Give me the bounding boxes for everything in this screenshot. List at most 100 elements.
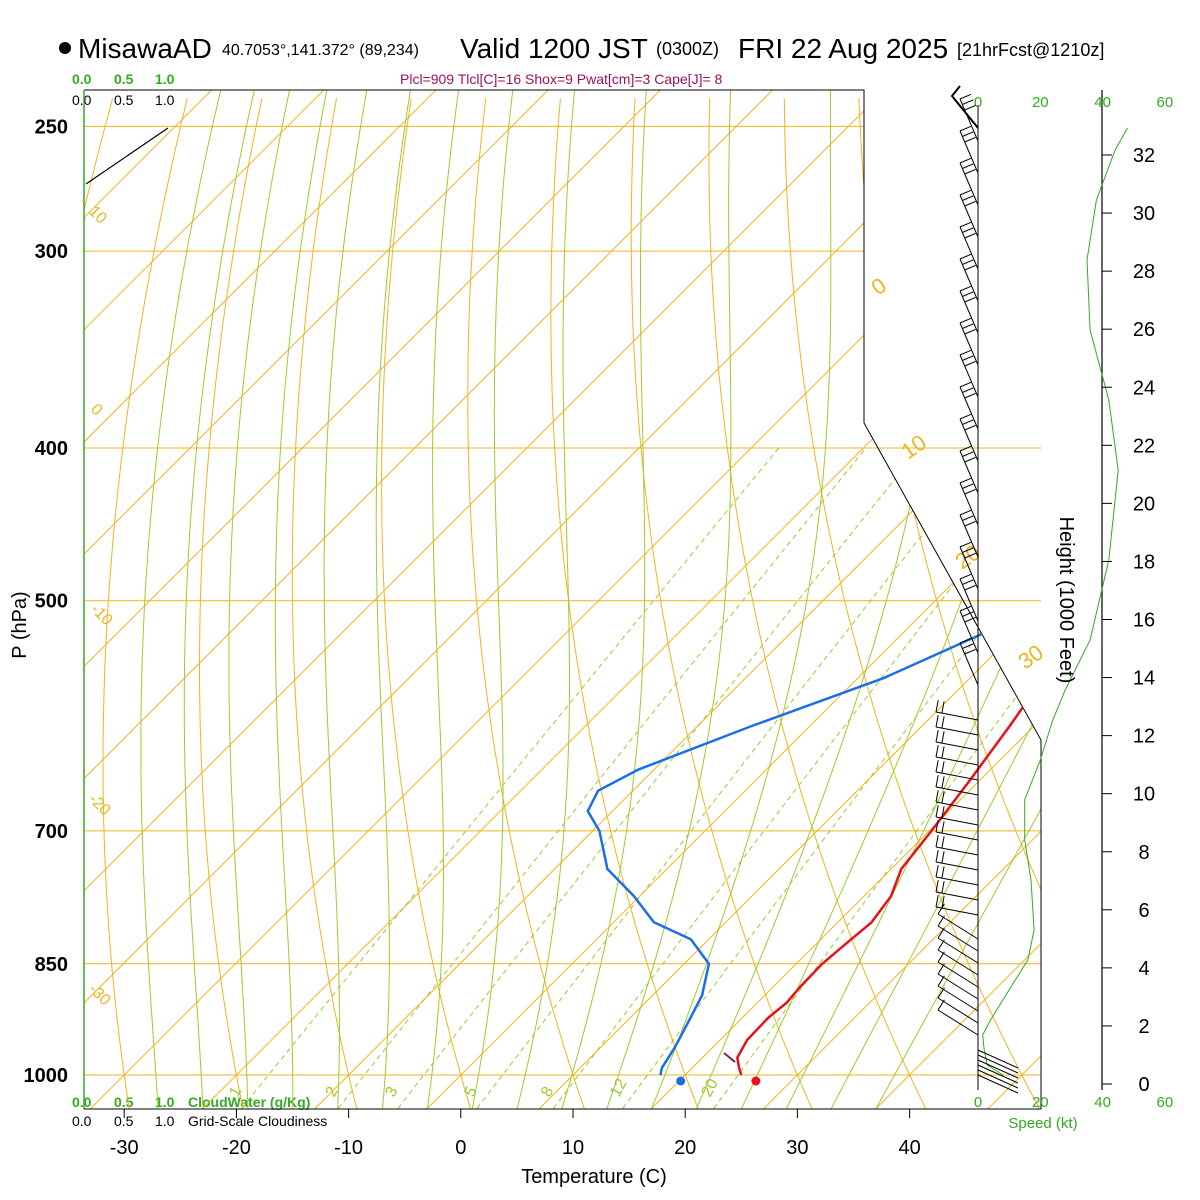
speed-tick-top: 0: [974, 94, 982, 111]
station-name: MisawaAD: [78, 33, 212, 64]
cloud-water-label: CloudWater (g/Kg): [188, 1094, 310, 1110]
mixing-ratio-line: [622, 447, 1041, 1109]
wind-barb: [950, 85, 979, 129]
isotherm-line: [84, 90, 661, 1109]
isotherm-line: [84, 90, 549, 1109]
right-axis-title: Height (1000 Feet): [1055, 517, 1077, 684]
station-coords: 40.7053°,141.372° (89,234): [222, 42, 419, 59]
wind-barb: [959, 381, 979, 430]
dry-adiabat-label: 30: [1014, 640, 1048, 675]
wind-barb: [959, 349, 979, 398]
mixing-ratio-label: 12: [607, 1076, 630, 1100]
dry-adiabat-label: 0: [867, 273, 891, 301]
dry-adiabat-line: [783, 98, 1040, 1109]
wind-barb: [935, 820, 979, 841]
wind-barb: [935, 715, 979, 736]
dry-adiabat-line: [467, 98, 585, 1109]
speed-tick-bottom: 20: [1032, 1094, 1049, 1111]
mixing-ratio-line: [476, 447, 992, 1109]
moist-adiabat-line: [741, 90, 1041, 1109]
cloud-green-0: 0.0: [72, 71, 92, 87]
height-tick-label: 20: [1133, 493, 1155, 515]
valid-time: Valid 1200 JST: [460, 33, 648, 64]
wind-barb: [937, 975, 979, 1012]
moist-adiabat-line: [375, 90, 432, 1109]
sounding-profiles: [586, 178, 1041, 1086]
temperature-line: [736, 178, 1041, 1076]
moist-adiabat-line: [561, 90, 657, 1109]
station-marker-icon: [59, 42, 71, 54]
mixing-ratio-line: [397, 447, 921, 1109]
wind-barb: [935, 895, 979, 916]
dry-adiabat-line: [550, 98, 699, 1109]
wind-barb: [977, 1064, 1019, 1084]
dry-adiabat-line: [1007, 98, 1041, 1109]
cloud-profile-line: [85, 127, 169, 185]
wind-barb: [959, 253, 979, 302]
isotherm-label: -20: [85, 791, 113, 819]
moist-adiabat-line: [651, 90, 834, 1109]
moist-adiabat-line: [516, 90, 589, 1109]
isotherm-line: [314, 90, 1041, 1109]
cloud-scale-top: 0.0 0.5 1.0 0.0 0.5 1.0: [72, 71, 175, 108]
speed-tick-top: 40: [1094, 94, 1111, 111]
height-tick-label: 8: [1138, 842, 1149, 864]
wind-barb: [935, 745, 979, 766]
height-tick-label: 10: [1133, 784, 1155, 806]
speed-tick-bottom: 0: [974, 1094, 982, 1111]
wind-barb: [959, 509, 979, 558]
wind-barb: [977, 1069, 1019, 1089]
mixing-ratio-label: 20: [698, 1076, 721, 1100]
parcel-segment: [723, 1052, 736, 1063]
height-tick-label: 6: [1138, 900, 1149, 922]
height-tick-label: 22: [1133, 435, 1155, 457]
moist-adiabat-line: [140, 90, 251, 1109]
moist-adiabat-line: [274, 90, 353, 1109]
cloud-green-bottom-0: 0.0: [72, 1094, 92, 1110]
wind-barb: [959, 541, 979, 590]
wind-barb: [937, 999, 979, 1036]
wind-barb: [935, 730, 979, 751]
height-tick-label: 0: [1138, 1074, 1149, 1096]
pressure-label-400: 400: [35, 438, 68, 460]
dry-adiabat-line: [199, 98, 263, 1109]
dry-adiabat-line: [1158, 99, 1200, 1109]
cloud-green-1: 0.5: [114, 71, 134, 87]
wind-barb: [959, 189, 979, 238]
moist-adiabat-line: [606, 90, 738, 1109]
height-tick-label: 14: [1133, 668, 1155, 690]
speed-tick-bottom: 60: [1157, 1094, 1174, 1111]
wind-barb: [935, 775, 979, 796]
isotherm-line: [84, 90, 325, 1109]
moist-adiabat-line: [426, 90, 478, 1109]
wind-barb: [959, 413, 979, 462]
indices-line: Plcl=909 Tlcl[C]=16 Shox=9 Pwat[cm]=3 Ca…: [400, 71, 723, 87]
mixing-ratio-label: 8: [538, 1084, 557, 1100]
wind-barb: [935, 835, 979, 856]
wind-barb: [977, 1054, 1019, 1074]
wind-barb: [937, 903, 979, 940]
isotherm-line: [84, 90, 212, 1109]
moist-adiabat-line: [183, 90, 283, 1109]
mixing-ratio-line: [337, 447, 867, 1109]
isotherm-line: [426, 90, 1041, 1109]
moist-adiabat-line: [875, 90, 1041, 1109]
wind-barb: [977, 1059, 1019, 1079]
zulu-time: (0300Z): [656, 39, 719, 59]
surface-temperature-marker: [751, 1076, 761, 1086]
dry-adiabat-line: [291, 98, 358, 1109]
speed-tick-bottom: 40: [1094, 1094, 1111, 1111]
cloud-black-1: 0.5: [114, 92, 134, 108]
speed-tick-top: 20: [1032, 94, 1049, 111]
cloud-black-2: 1.0: [155, 92, 175, 108]
cloud-black-bottom-0: 0.0: [72, 1113, 92, 1129]
isotherm-line: [538, 90, 1041, 1109]
height-tick-label: 26: [1133, 319, 1155, 341]
wind-barb: [959, 317, 979, 366]
wind-barb: [937, 939, 979, 976]
isotherm-line: [202, 90, 1041, 1109]
pressure-label-700: 700: [35, 821, 68, 843]
wind-barb: [937, 963, 979, 1000]
pressure-label-500: 500: [35, 591, 68, 613]
